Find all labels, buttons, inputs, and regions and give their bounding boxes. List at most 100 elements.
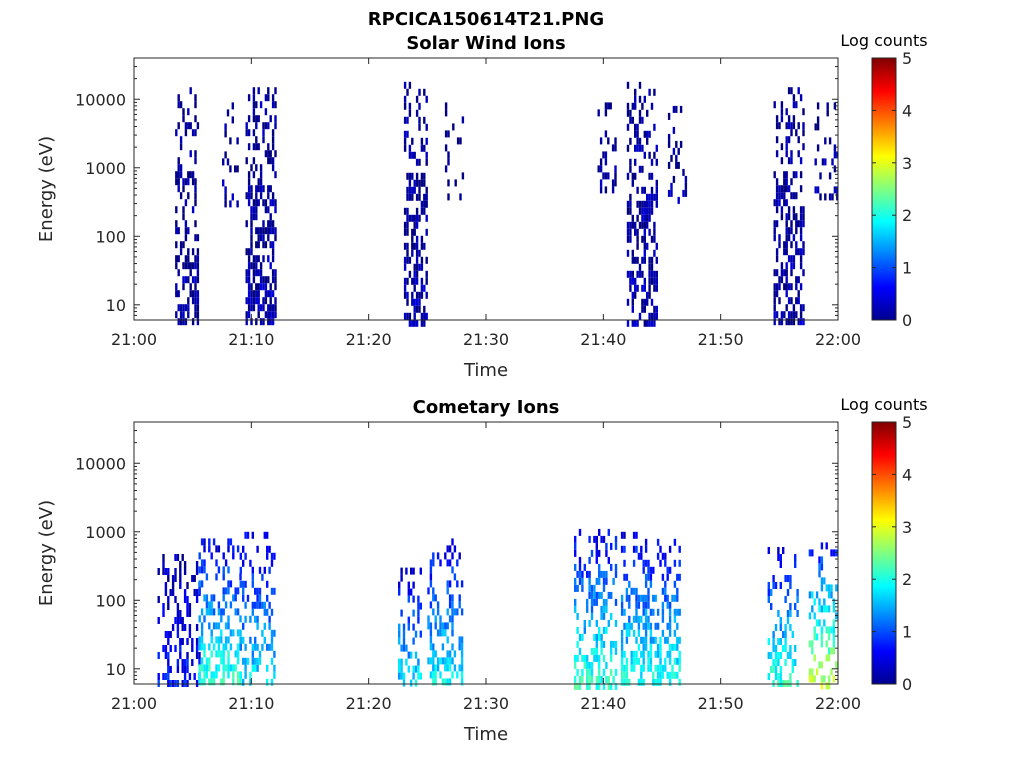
- heatmap-cell: [411, 277, 414, 285]
- heatmap-cell: [446, 657, 449, 665]
- heatmap-cell: [787, 87, 791, 95]
- heatmap-cell: [242, 587, 245, 595]
- heatmap-cell: [408, 179, 412, 187]
- heatmap-cell: [602, 668, 606, 676]
- heatmap-cell: [818, 556, 821, 564]
- heatmap-cell: [799, 227, 803, 235]
- heatmap-cell: [451, 629, 454, 637]
- heatmap-cell: [631, 214, 634, 222]
- heatmap-cell: [266, 664, 269, 672]
- heatmap-cell: [267, 311, 270, 319]
- heatmap-cell: [187, 304, 190, 312]
- heatmap-cell: [200, 559, 204, 567]
- heatmap-cell: [408, 319, 412, 327]
- heatmap-cell: [790, 269, 793, 277]
- heatmap-cell: [631, 305, 634, 313]
- heatmap-cell: [446, 636, 449, 644]
- heatmap-cell: [644, 545, 648, 553]
- heatmap-cell: [673, 657, 677, 665]
- heatmap-cell: [790, 227, 793, 235]
- heatmap-cell: [797, 248, 800, 256]
- heatmap-cell: [634, 158, 637, 166]
- heatmap-cell: [602, 605, 606, 613]
- heatmap-cell: [406, 312, 409, 320]
- heatmap-cell: [825, 640, 828, 648]
- heatmap-cell: [785, 304, 788, 312]
- heatmap-cell: [799, 311, 803, 319]
- heatmap-cell: [420, 235, 424, 243]
- heatmap-cell: [446, 559, 449, 567]
- heatmap-cell: [247, 276, 251, 284]
- heatmap-cell: [652, 678, 655, 686]
- heatmap-cell: [647, 657, 650, 665]
- heatmap-cell: [257, 297, 260, 305]
- heatmap-cell: [578, 577, 582, 585]
- heatmap-cell: [785, 269, 788, 277]
- heatmap-cell: [250, 318, 253, 326]
- heatmap-cell: [634, 277, 637, 285]
- heatmap-cell: [614, 542, 618, 550]
- heatmap-cell: [586, 661, 589, 669]
- heatmap-cell: [638, 165, 642, 173]
- heatmap-cell: [194, 185, 197, 193]
- heatmap-cell: [590, 647, 594, 655]
- heatmap-cell: [588, 682, 591, 690]
- heatmap-cell: [236, 650, 240, 658]
- heatmap-cell: [451, 538, 454, 546]
- heatmap-cell: [773, 304, 776, 312]
- heatmap-cell: [411, 151, 414, 159]
- heatmap-cell: [820, 640, 824, 648]
- heatmap-cell: [599, 186, 603, 194]
- heatmap-cell: [157, 617, 160, 624]
- heatmap-cell: [649, 650, 653, 658]
- heatmap-cell: [653, 228, 656, 236]
- heatmap-cell: [675, 140, 678, 148]
- heatmap-cell: [600, 647, 603, 655]
- heatmap-cell: [648, 256, 651, 264]
- heatmap-cell: [179, 568, 182, 575]
- heatmap-cell: [648, 207, 651, 215]
- heatmap-cell: [650, 200, 654, 208]
- heatmap-cell: [642, 601, 645, 609]
- heatmap-cell: [236, 587, 240, 595]
- heatmap-cell: [811, 591, 814, 599]
- heatmap-cell: [610, 563, 613, 571]
- heatmap-cell: [227, 615, 230, 623]
- heatmap-cell: [263, 636, 266, 644]
- heatmap-cell: [595, 654, 598, 662]
- heatmap-cell: [640, 636, 643, 644]
- heatmap-cell: [451, 601, 454, 609]
- heatmap-cell: [175, 171, 178, 179]
- heatmap-cell: [229, 601, 233, 609]
- heatmap-cell: [650, 158, 654, 166]
- heatmap-cell: [167, 652, 170, 659]
- heatmap-cell: [177, 290, 180, 298]
- heatmap-cell: [198, 643, 201, 651]
- heatmap-cell: [182, 304, 185, 312]
- heatmap-cell: [653, 277, 656, 285]
- heatmap-cell: [255, 164, 258, 172]
- heatmap-cell: [263, 608, 266, 616]
- heatmap-cell: [179, 561, 182, 568]
- heatmap-cell: [794, 645, 797, 652]
- heatmap-cell: [407, 651, 410, 659]
- heatmap-cell: [436, 629, 440, 637]
- heatmap-cell: [614, 144, 617, 152]
- heatmap-cell: [187, 192, 190, 200]
- heatmap-cell: [654, 622, 657, 630]
- heatmap-cell: [825, 654, 828, 662]
- heatmap-cell: [236, 165, 239, 173]
- heatmap-cell: [625, 657, 629, 665]
- heatmap-cell: [408, 193, 412, 201]
- heatmap-cell: [824, 193, 827, 201]
- colorbar-tick-label: 3: [902, 518, 912, 537]
- heatmap-cell: [629, 221, 632, 229]
- heatmap-cell: [227, 580, 230, 588]
- heatmap-cell: [167, 666, 170, 673]
- heatmap-cell: [198, 671, 201, 679]
- heatmap-cell: [262, 129, 265, 137]
- heatmap-cell: [675, 105, 678, 113]
- heatmap-cell: [824, 158, 827, 166]
- heatmap-cell: [179, 171, 183, 179]
- heatmap-cell: [610, 612, 613, 620]
